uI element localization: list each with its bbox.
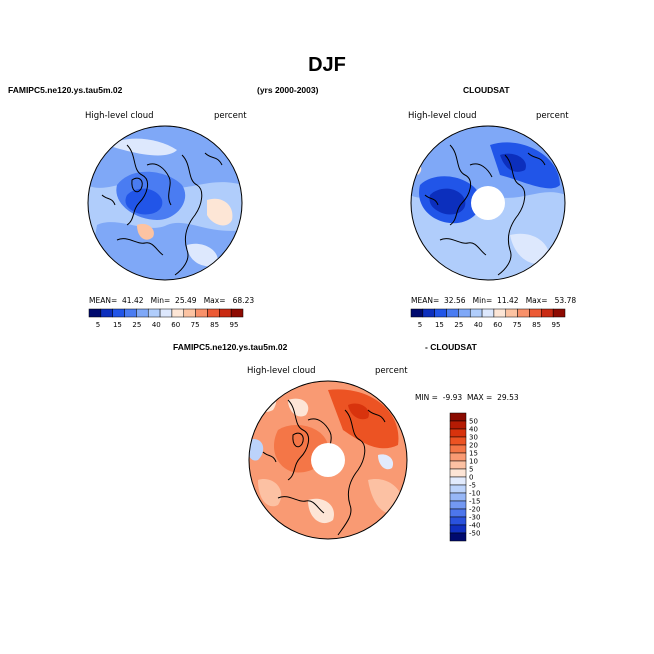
colorbar-swatch (449, 428, 467, 438)
colorbar-swatch (449, 436, 467, 446)
panel3-stats: MIN = -9.93 MAX = 29.53 (415, 393, 519, 402)
colorbar-swatch (410, 308, 424, 318)
colorbar-swatch (446, 308, 459, 318)
map-cloudsat (410, 125, 566, 281)
colorbar-model: 5 15 25 40 60 75 85 95 (88, 308, 244, 329)
colorbar-swatch (449, 476, 467, 486)
colorbar-tick-label: 85 (210, 321, 219, 329)
colorbar-tick-label: 75 (191, 321, 200, 329)
colorbar-tick-label: -50 (469, 530, 480, 538)
panel3-variable: High-level cloud (247, 366, 316, 376)
colorbar-swatch (112, 308, 125, 318)
colorbar-swatch (136, 308, 149, 318)
colorbar-swatch (449, 516, 467, 526)
colorbar-swatch (449, 532, 467, 542)
obs-header: CLOUDSAT (463, 85, 510, 95)
colorbar-swatch (147, 308, 161, 318)
colorbar-tick-label: 5 (418, 321, 422, 329)
colorbar-swatch (449, 492, 467, 502)
colorbar-swatch (469, 308, 483, 318)
colorbar-tick-label: -30 (469, 514, 480, 522)
colorbar-swatch (505, 308, 518, 318)
colorbar-tick-label: 40 (474, 321, 483, 329)
colorbar-swatch (434, 308, 447, 318)
colorbar-swatch (449, 412, 467, 422)
colorbar-swatch (230, 308, 244, 318)
panel1-variable: High-level cloud (85, 111, 154, 121)
colorbar-swatch (449, 460, 467, 470)
model-header: FAMIPC5.ne120.ys.tau5m.02 (8, 85, 123, 95)
colorbar-tick-label: 60 (493, 321, 502, 329)
colorbar-swatch (517, 308, 530, 318)
colorbar-swatch (207, 308, 220, 318)
page-title: DJF (308, 54, 346, 76)
colorbar-tick-label: -15 (469, 498, 480, 506)
colorbar-swatch (124, 308, 137, 318)
colorbar-swatch (100, 308, 113, 318)
colorbar-tick-label: 40 (152, 321, 161, 329)
colorbar-tick-label: 15 (113, 321, 122, 329)
colorbar-swatch (219, 308, 232, 318)
colorbar-swatch (159, 308, 173, 318)
colorbar-swatch (458, 308, 471, 318)
colorbar-swatch (449, 524, 467, 534)
panel1-stats: MEAN= 41.42 Min= 25.49 Max= 68.23 (89, 296, 255, 305)
colorbar-swatch (481, 308, 495, 318)
colorbar-swatch (449, 500, 467, 510)
colorbar-tick-label: 30 (469, 434, 478, 442)
colorbar-tick-label: 25 (454, 321, 463, 329)
colorbar-tick-label: -10 (469, 490, 480, 498)
colorbar-cloudsat: 5 15 25 40 60 75 85 95 (410, 308, 566, 329)
colorbar-tick-label: -20 (469, 506, 480, 514)
diff-obs-header: - CLOUDSAT (425, 342, 477, 352)
diff-model-header: FAMIPC5.ne120.ys.tau5m.02 (173, 342, 288, 352)
colorbar-swatch (449, 508, 467, 518)
panel3-units: percent (375, 366, 408, 376)
colorbar-tick-label: 50 (469, 418, 478, 426)
colorbar-tick-label: 15 (435, 321, 444, 329)
colorbar-swatch (541, 308, 554, 318)
panel1-units: percent (214, 111, 247, 121)
map-model (87, 125, 243, 281)
colorbar-swatch (449, 452, 467, 462)
map-difference (248, 380, 408, 540)
colorbar-tick-label: 15 (469, 450, 478, 458)
colorbar-tick-label: 25 (132, 321, 141, 329)
colorbar-tick-label: 85 (532, 321, 541, 329)
colorbar-tick-label: 5 (96, 321, 100, 329)
panel2-variable: High-level cloud (408, 111, 477, 121)
colorbar-tick-label: 20 (469, 442, 478, 450)
colorbar-tick-label: 5 (469, 466, 473, 474)
colorbar-tick-label: 40 (469, 426, 478, 434)
colorbar-tick-label: 75 (513, 321, 522, 329)
colorbar-tick-label: 0 (469, 474, 473, 482)
colorbar-tick-label: -40 (469, 522, 480, 530)
colorbar-swatch (422, 308, 435, 318)
colorbar-swatch (552, 308, 566, 318)
colorbar-swatch (529, 308, 542, 318)
panel2-stats: MEAN= 32.56 Min= 11.42 Max= 53.78 (411, 296, 577, 305)
colorbar-swatch (171, 308, 185, 318)
colorbar-swatch (195, 308, 208, 318)
colorbar-swatch (88, 308, 102, 318)
years-header: (yrs 2000-2003) (257, 85, 319, 95)
colorbar-swatch (449, 468, 467, 478)
colorbar-tick-label: 60 (171, 321, 180, 329)
colorbar-swatch (183, 308, 196, 318)
colorbar-swatch (449, 420, 467, 430)
colorbar-swatch (449, 444, 467, 454)
colorbar-swatch (449, 484, 467, 494)
colorbar-tick-label: 95 (552, 321, 561, 329)
panel2-units: percent (536, 111, 569, 121)
colorbar-swatch (493, 308, 507, 318)
colorbar-tick-label: 95 (230, 321, 239, 329)
colorbar-tick-label: -5 (469, 482, 476, 490)
colorbar-tick-label: 10 (469, 458, 478, 466)
